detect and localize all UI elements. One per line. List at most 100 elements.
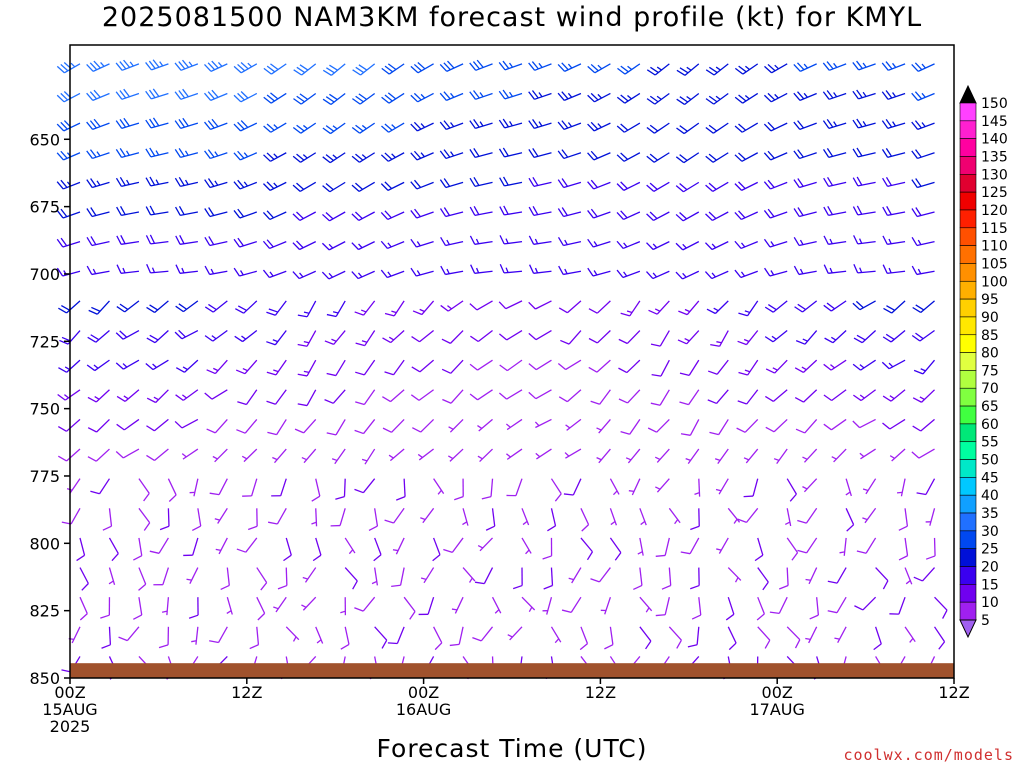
colorbar-swatch (959, 191, 977, 211)
barb-flag (679, 211, 688, 220)
barb-staff (450, 389, 464, 404)
barb-staff (659, 389, 670, 406)
barb-staff (639, 567, 643, 586)
wind-barb (233, 208, 258, 219)
barb-staff (550, 508, 557, 526)
wind-barb (675, 241, 700, 251)
barb-staff (276, 507, 287, 525)
barb-staff (696, 626, 700, 645)
wind-barb (410, 92, 434, 103)
barb-staff (745, 448, 759, 464)
barb-flag (911, 334, 921, 342)
barb-halfflag (361, 124, 367, 130)
wind-barb (676, 63, 700, 76)
barb-staff (566, 418, 582, 431)
barb-staff (209, 211, 228, 218)
barb-flag (86, 236, 93, 246)
barb-flag (561, 609, 572, 613)
barb-flag (882, 206, 888, 216)
wind-barb (76, 537, 86, 562)
barb-flag (178, 303, 187, 310)
barb-flag (590, 63, 599, 72)
wind-barb (543, 567, 554, 590)
wind-barb (499, 263, 523, 274)
wind-barb (882, 264, 906, 274)
barb-flag (708, 182, 717, 190)
barb-flag (101, 644, 111, 649)
barb-halfflag (770, 241, 775, 247)
barb-flag (262, 240, 271, 249)
barb-flag (439, 150, 447, 159)
barb-staff (933, 537, 936, 556)
wind-barb (469, 235, 493, 245)
barb-halfflag (799, 268, 804, 275)
wind-barb (736, 418, 759, 433)
barb-staff (887, 270, 906, 274)
wind-barb (535, 448, 552, 460)
barb-staff (180, 181, 199, 187)
barb-halfflag (210, 268, 215, 275)
wind-barb (380, 152, 405, 162)
barb-halfflag (716, 341, 722, 344)
barb-flag (793, 236, 800, 246)
barb-flag (561, 207, 568, 216)
barb-flag (473, 90, 480, 99)
colorbar-swatch (959, 174, 977, 193)
barb-staff (599, 389, 611, 405)
barb-flag (60, 208, 68, 218)
barb-staff (904, 626, 916, 643)
barb-staff (504, 122, 523, 129)
barb-staff (245, 537, 258, 553)
barb-flag (485, 525, 495, 531)
wind-barb (183, 537, 199, 557)
barb-flag (387, 642, 398, 645)
barb-staff (922, 567, 936, 582)
barb-flag (547, 525, 556, 532)
barb-flag (326, 372, 337, 377)
barb-flag (146, 397, 156, 404)
barb-staff (624, 92, 641, 104)
colorbar-swatch (959, 512, 977, 532)
wind-barb (395, 478, 406, 501)
wind-barb (763, 121, 788, 132)
barb-halfflag (859, 452, 865, 458)
barb-flag (911, 236, 918, 246)
x-axis-label: Forecast Time (UTC) (376, 734, 648, 763)
barb-flag (617, 67, 626, 75)
barb-flag (822, 91, 830, 100)
barb-staff (358, 211, 375, 222)
barb-flag (179, 234, 185, 245)
wind-barb (705, 152, 729, 163)
colorbar-label: 90 (981, 310, 999, 326)
barb-flag (823, 304, 832, 312)
barb-flag (175, 394, 184, 401)
barb-halfflag (833, 62, 838, 68)
barb-flag (679, 183, 688, 191)
credit-link[interactable]: coolwx.com/models (843, 746, 1014, 764)
barb-flag (728, 642, 737, 651)
barb-flag (351, 242, 359, 250)
wind-barb (786, 478, 797, 502)
wind-barb (384, 300, 405, 317)
wind-barb (354, 478, 376, 494)
barb-flag (738, 123, 747, 131)
barb-halfflag (122, 363, 128, 368)
barb-flag (705, 213, 713, 221)
barb-flag (795, 428, 806, 434)
barb-staff (718, 478, 729, 495)
wind-barb (380, 181, 405, 191)
wind-barb (896, 478, 906, 497)
barb-flag (882, 580, 889, 590)
barb-flag (149, 176, 156, 186)
barb-flag (793, 92, 801, 101)
colorbar-swatch (959, 530, 977, 549)
barb-staff (121, 181, 140, 187)
barb-halfflag (623, 271, 628, 277)
wind-barb (734, 63, 759, 75)
barb-staff (477, 330, 493, 343)
wind-barb (558, 300, 582, 314)
wind-barb (512, 567, 523, 590)
barb-staff (475, 122, 493, 129)
barb-staff (150, 270, 169, 274)
barb-staff (918, 448, 935, 459)
